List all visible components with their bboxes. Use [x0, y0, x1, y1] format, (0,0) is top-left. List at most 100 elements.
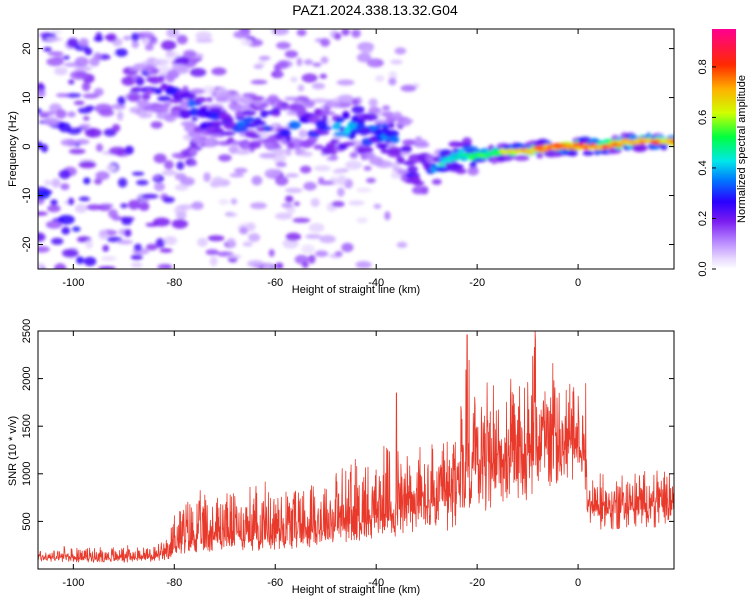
heatmap-cell [259, 103, 269, 108]
heatmap-cell [308, 223, 325, 233]
heatmap-cell [123, 35, 131, 41]
heatmap-cell [56, 93, 69, 98]
heatmap-cell [74, 66, 93, 72]
heatmap-cell [160, 40, 177, 51]
heatmap-cell [313, 144, 324, 150]
heatmap-cell [368, 98, 378, 108]
heatmap-cell [117, 177, 128, 188]
heatmap-cell [154, 182, 165, 192]
heatmap-cell [335, 117, 345, 123]
heatmap-cell [124, 145, 134, 155]
heatmap-cell [41, 143, 48, 153]
heatmap-cell [248, 140, 262, 149]
heatmap-cell [301, 261, 309, 269]
heatmap-cell [264, 168, 280, 179]
heatmap-cell [108, 146, 127, 155]
heatmap-cell [88, 127, 96, 138]
heatmap-cell [38, 262, 45, 269]
heatmap-cell [337, 187, 345, 197]
y-tick-label: 500 [21, 512, 33, 530]
heatmap-cell [341, 111, 350, 120]
heatmap-cell [242, 93, 257, 98]
heatmap-cell [95, 171, 110, 181]
heatmap-cell [251, 175, 263, 186]
heatmap-cell [226, 237, 236, 248]
y-tick-label: 2000 [21, 366, 33, 390]
heatmap-cell [72, 226, 81, 232]
heatmap-cell [98, 109, 115, 117]
heatmap-cell [502, 155, 517, 160]
heatmap-cell [376, 123, 383, 128]
heatmap-cell [274, 148, 284, 156]
heatmap-cell [78, 160, 97, 169]
heatmap-cell [388, 77, 397, 86]
heatmap-cell [313, 165, 331, 172]
heatmap-cell [286, 141, 296, 150]
heatmap-cell [245, 222, 256, 232]
heatmap-cell [83, 256, 97, 267]
heatmap-cell [272, 141, 281, 147]
heatmap-cell [467, 166, 479, 176]
heatmap-cell [38, 82, 44, 91]
heatmap-cell [275, 161, 287, 167]
heatmap-cell [239, 226, 249, 235]
heatmap-cell [116, 239, 134, 245]
heatmap-cell [263, 125, 271, 132]
heatmap-cell [375, 143, 389, 149]
x-tick-label: -100 [62, 577, 84, 589]
heatmap-cell [312, 62, 322, 67]
colorbar-tick-label: 0.0 [697, 261, 709, 276]
heatmap-cell [330, 138, 337, 144]
heatmap-cell [373, 203, 382, 209]
heatmap-cell [247, 260, 264, 268]
heatmap-cell [304, 99, 315, 108]
heatmap-cell [241, 141, 251, 150]
heatmap-cell [176, 34, 188, 45]
heatmap-cell [197, 237, 208, 247]
heatmap-cell [351, 98, 359, 106]
heatmap-cell [51, 178, 61, 188]
spectrogram-heatmap [38, 29, 674, 269]
heatmap-cell [368, 106, 381, 114]
x-tick-label: 0 [575, 277, 581, 289]
colorbar-tick-label: 0.6 [697, 110, 709, 125]
heatmap-cell [195, 38, 214, 43]
heatmap-cell [256, 120, 267, 126]
heatmap-cell [190, 161, 197, 166]
heatmap-cell [58, 122, 71, 133]
heatmap-cell [258, 56, 271, 61]
heatmap-cell [356, 217, 368, 224]
heatmap-cell [285, 147, 292, 156]
heatmap-cell [108, 209, 118, 219]
heatmap-cell [141, 193, 159, 199]
heatmap-cell [145, 222, 159, 227]
heatmap-cell [426, 154, 436, 164]
heatmap-cell [360, 46, 373, 54]
heatmap-cell [124, 229, 132, 237]
x-tick-label: -40 [368, 577, 384, 589]
heatmap-cell [396, 156, 405, 165]
snr-y-ticks: 500 1000 1500 2000 2500 [21, 319, 674, 531]
heatmap-cell [310, 198, 320, 208]
heatmap-cell [342, 141, 356, 147]
heatmap-cell [268, 249, 275, 257]
heatmap-cell [248, 233, 261, 242]
heatmap-cell [332, 122, 342, 130]
heatmap-cell [284, 50, 298, 58]
heatmap-cell [139, 112, 153, 119]
heatmap-cell [211, 176, 224, 186]
heatmap-cell [383, 163, 393, 168]
spectrogram-frame [37, 28, 675, 270]
heatmap-cell [387, 146, 401, 155]
heatmap-cell [50, 199, 58, 206]
heatmap-cell [84, 47, 93, 56]
heatmap-cell [234, 167, 248, 174]
heatmap-cell [380, 148, 390, 154]
heatmap-cell [232, 93, 242, 101]
heatmap-cell [317, 180, 335, 185]
heatmap-cell [74, 139, 90, 145]
y-tick-label: 10 [21, 91, 33, 103]
heatmap-cell [392, 111, 403, 121]
heatmap-cell [253, 64, 264, 69]
heatmap-cell [175, 211, 187, 220]
